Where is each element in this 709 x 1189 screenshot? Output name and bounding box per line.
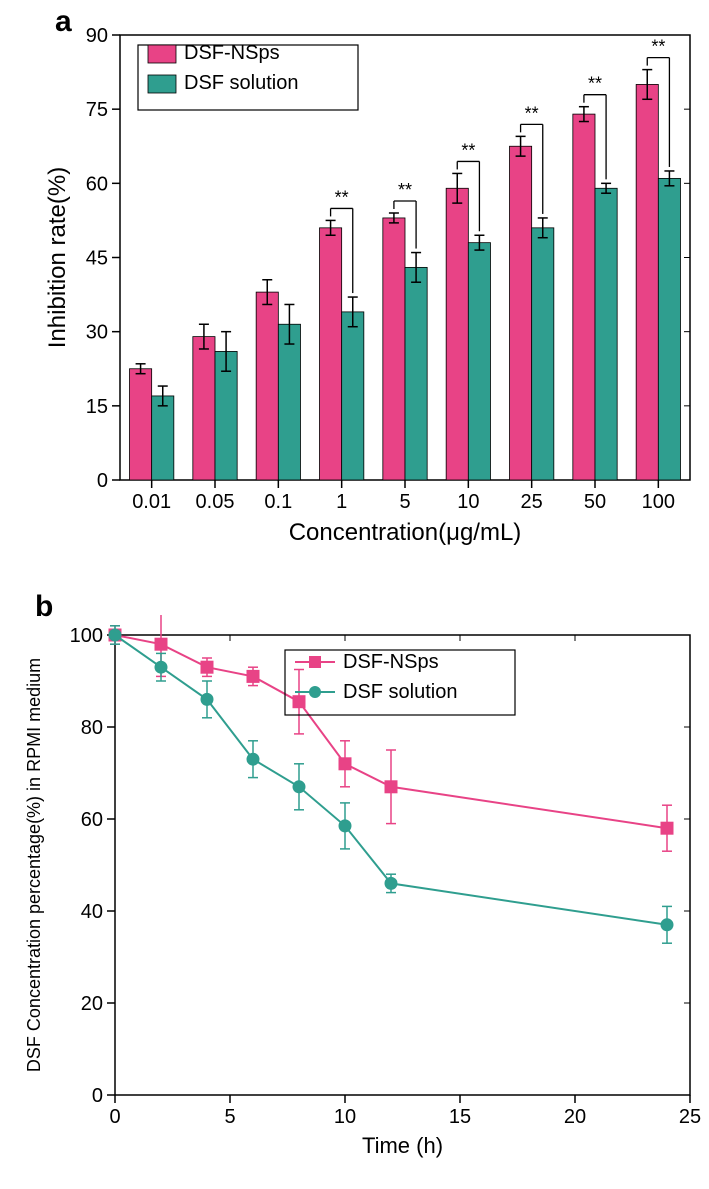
svg-text:0.1: 0.1 (264, 491, 292, 513)
svg-text:5: 5 (399, 491, 410, 513)
svg-text:80: 80 (81, 717, 103, 739)
svg-text:20: 20 (81, 993, 103, 1015)
svg-text:**: ** (335, 187, 349, 207)
svg-text:60: 60 (86, 173, 108, 195)
svg-text:50: 50 (584, 491, 606, 513)
svg-text:**: ** (525, 103, 539, 123)
svg-text:0: 0 (97, 470, 108, 492)
svg-text:Concentration(μg/mL): Concentration(μg/mL) (289, 519, 522, 546)
svg-text:DSF solution: DSF solution (343, 681, 458, 703)
chart-b: 0 20 40 60 80 100 0 5 10 15 20 25 DSF Concentration … (0, 615, 709, 1185)
svg-text:**: ** (398, 180, 412, 200)
svg-text:0.05: 0.05 (196, 491, 235, 513)
svg-text:25: 25 (521, 491, 543, 513)
svg-text:10: 10 (334, 1106, 356, 1128)
svg-text:Inhibition rate(%): Inhibition rate(%) (44, 167, 71, 348)
svg-text:15: 15 (86, 396, 108, 418)
svg-text:100: 100 (70, 625, 103, 647)
svg-text:DSF solution: DSF solution (184, 72, 299, 94)
svg-text:30: 30 (86, 322, 108, 344)
svg-text:0: 0 (109, 1106, 120, 1128)
svg-text:25: 25 (679, 1106, 701, 1128)
svg-text:5: 5 (224, 1106, 235, 1128)
svg-text:DSF-NSps: DSF-NSps (184, 42, 280, 64)
svg-text:15: 15 (449, 1106, 471, 1128)
svg-text:**: ** (651, 37, 665, 57)
svg-text:**: ** (461, 140, 475, 160)
svg-text:60: 60 (81, 809, 103, 831)
svg-text:20: 20 (564, 1106, 586, 1128)
svg-text:1: 1 (336, 491, 347, 513)
svg-text:10: 10 (457, 491, 479, 513)
svg-text:DSF Concentration percentage(%: DSF Concentration percentage(%) in RPMI … (24, 658, 44, 1072)
svg-text:45: 45 (86, 248, 108, 270)
chart-a: 0153045607590Inhibition rate(%)0.010.050… (0, 0, 709, 560)
svg-text:0.01: 0.01 (132, 491, 171, 513)
svg-text:DSF-NSps: DSF-NSps (343, 651, 439, 673)
svg-text:75: 75 (86, 99, 108, 121)
svg-text:100: 100 (642, 491, 675, 513)
svg-text:90: 90 (86, 25, 108, 47)
svg-text:0: 0 (92, 1085, 103, 1107)
svg-text:**: ** (588, 74, 602, 94)
svg-text:40: 40 (81, 901, 103, 923)
svg-text:Time (h): Time (h) (362, 1133, 443, 1158)
